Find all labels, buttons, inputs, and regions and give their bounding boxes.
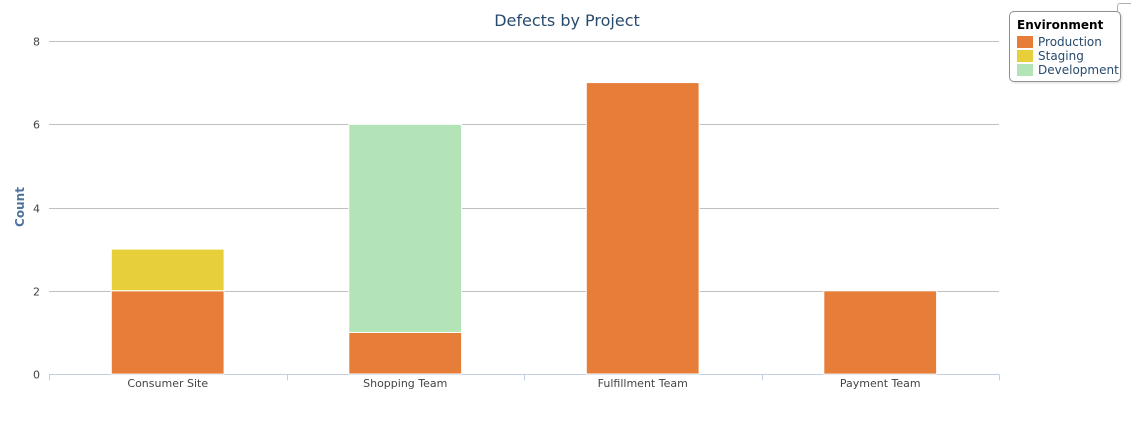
legend-title: Environment	[1017, 18, 1104, 32]
legend-items: Production Staging Development	[1017, 35, 1119, 77]
legend-label-staging: Staging	[1038, 49, 1084, 63]
legend-label-development: Development	[1038, 63, 1119, 77]
export-menu-handle[interactable]	[1117, 3, 1131, 12]
x-tick-label-0: Consumer Site	[127, 377, 208, 390]
bar-shopping-team-production	[348, 331, 463, 375]
chart-title: Defects by Project	[494, 11, 640, 30]
legend-swatch-development	[1017, 64, 1033, 76]
x-tick-label-1: Shopping Team	[363, 377, 447, 390]
legend-item-staging[interactable]: Staging	[1017, 49, 1114, 63]
legend-label-production: Production	[1038, 35, 1102, 49]
bar-payment-team-production	[823, 290, 938, 375]
legend: Environment Production Staging Development	[1009, 11, 1121, 82]
bars	[110, 82, 938, 375]
bar-consumer-site-production	[110, 290, 225, 375]
axis-labels: 0 2 4 6 8 Consumer Site Shopping Team Fulfillme…	[33, 36, 921, 391]
bar-fulfillment-team-production	[585, 82, 700, 375]
legend-item-production[interactable]: Production	[1017, 35, 1114, 49]
y-tick-label-4: 4	[33, 203, 40, 216]
x-tick-label-3: Payment Team	[840, 377, 921, 390]
y-tick-label-0: 0	[33, 369, 40, 382]
bar-shopping-team-development	[348, 123, 463, 333]
y-tick-label-2: 2	[33, 286, 40, 299]
y-tick-label-6: 6	[33, 119, 40, 132]
x-tick-label-2: Fulfillment Team	[598, 377, 688, 390]
legend-swatch-production	[1017, 36, 1033, 48]
y-tick-label-8: 8	[33, 36, 40, 49]
bar-consumer-site-staging	[110, 248, 225, 292]
y-axis-title: Count	[13, 187, 27, 227]
legend-item-development[interactable]: Development	[1017, 63, 1119, 77]
legend-swatch-staging	[1017, 50, 1033, 62]
